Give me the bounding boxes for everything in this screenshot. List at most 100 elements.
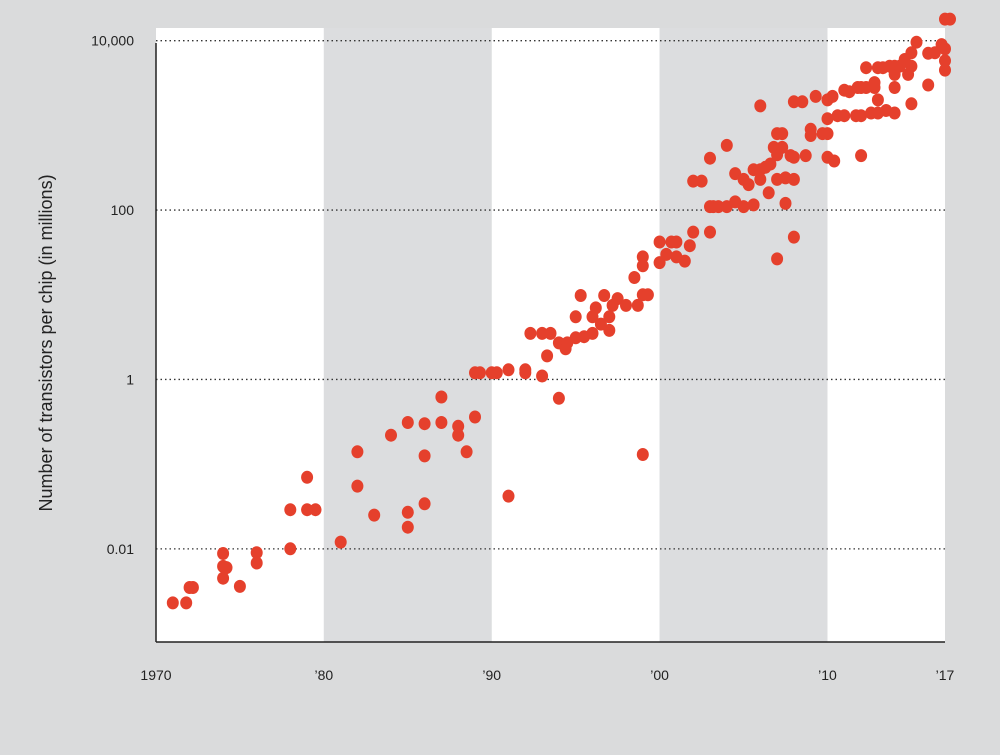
decade-band-0 — [156, 28, 324, 642]
data-point — [695, 174, 708, 188]
y-tick-label-0: 0.01 — [107, 541, 134, 557]
x-tick-label-1: ’80 — [315, 667, 334, 683]
data-point — [796, 95, 809, 109]
data-point — [544, 326, 557, 340]
data-point — [301, 503, 314, 517]
data-point — [611, 292, 624, 306]
data-point — [787, 95, 800, 109]
data-point — [309, 503, 322, 517]
data-point — [804, 129, 817, 142]
data-point — [742, 178, 755, 192]
data-point — [670, 235, 683, 249]
data-point — [712, 200, 725, 214]
data-point — [762, 186, 775, 200]
data-point — [704, 151, 716, 165]
data-point — [888, 106, 901, 120]
data-point — [855, 109, 868, 123]
data-point — [552, 391, 565, 405]
data-point — [860, 61, 873, 75]
data-point — [787, 150, 800, 164]
data-point — [368, 508, 381, 522]
data-point — [334, 535, 347, 549]
data-point — [418, 497, 431, 511]
data-point — [939, 54, 951, 68]
decade-bands — [156, 28, 945, 642]
data-point — [821, 112, 834, 126]
data-point — [905, 46, 918, 60]
data-point — [855, 149, 868, 163]
data-point — [233, 579, 246, 593]
decade-band-1 — [323, 28, 492, 642]
data-point — [401, 520, 414, 534]
data-point — [166, 596, 179, 610]
data-point — [536, 369, 549, 383]
data-point — [351, 479, 364, 493]
data-point — [771, 252, 784, 266]
data-point — [574, 289, 587, 302]
data-point — [737, 200, 750, 214]
data-point — [636, 259, 649, 273]
data-point — [787, 230, 800, 244]
data-point — [678, 254, 691, 268]
data-point — [905, 97, 918, 111]
data-point — [401, 416, 414, 429]
data-point — [452, 428, 465, 442]
data-point — [180, 596, 193, 610]
data-point — [631, 298, 644, 312]
axes — [155, 43, 945, 643]
data-point — [541, 349, 554, 363]
x-tick-label-2: ’90 — [482, 667, 501, 683]
data-point — [284, 503, 297, 517]
data-point — [490, 366, 503, 380]
data-point — [217, 571, 230, 585]
data-point — [220, 561, 233, 575]
y-tick-label-1: 1 — [126, 371, 134, 387]
data-point — [250, 546, 263, 560]
data-point — [653, 235, 666, 249]
data-point — [687, 174, 700, 188]
data-points — [166, 12, 956, 610]
data-point — [452, 419, 465, 433]
data-point — [217, 547, 230, 560]
data-point — [922, 78, 935, 92]
data-point — [569, 310, 582, 324]
data-point — [683, 239, 696, 253]
data-point — [351, 445, 364, 459]
data-point — [809, 89, 822, 103]
x-tick-label-0: 1970 — [140, 667, 171, 683]
data-point — [385, 428, 397, 442]
data-point — [660, 247, 673, 261]
data-point — [910, 35, 923, 49]
data-point — [603, 310, 616, 324]
data-point — [603, 323, 616, 337]
data-point — [871, 93, 884, 107]
data-point — [589, 301, 602, 315]
data-point — [524, 326, 537, 340]
data-point — [502, 489, 515, 503]
data-point — [435, 416, 448, 429]
decade-band-4 — [827, 28, 945, 642]
decade-band-3 — [659, 28, 828, 642]
y-axis-title: Number of transistors per chip (in milli… — [36, 174, 56, 511]
data-point — [460, 445, 473, 459]
data-point — [776, 127, 789, 141]
data-point — [754, 172, 767, 186]
data-point — [301, 470, 314, 484]
data-point — [418, 449, 431, 463]
data-point — [628, 271, 641, 284]
data-point — [905, 59, 918, 73]
data-point — [799, 149, 812, 163]
data-point — [939, 42, 951, 56]
data-point — [536, 326, 549, 340]
data-point — [250, 556, 263, 570]
data-point — [776, 140, 789, 154]
data-point — [720, 138, 733, 152]
data-point — [598, 289, 611, 302]
data-point — [868, 76, 881, 90]
data-point — [747, 198, 760, 212]
y-tick-label-3: 10,000 — [91, 33, 134, 49]
data-point — [944, 12, 956, 26]
y-tick-label-2: 100 — [111, 202, 135, 218]
